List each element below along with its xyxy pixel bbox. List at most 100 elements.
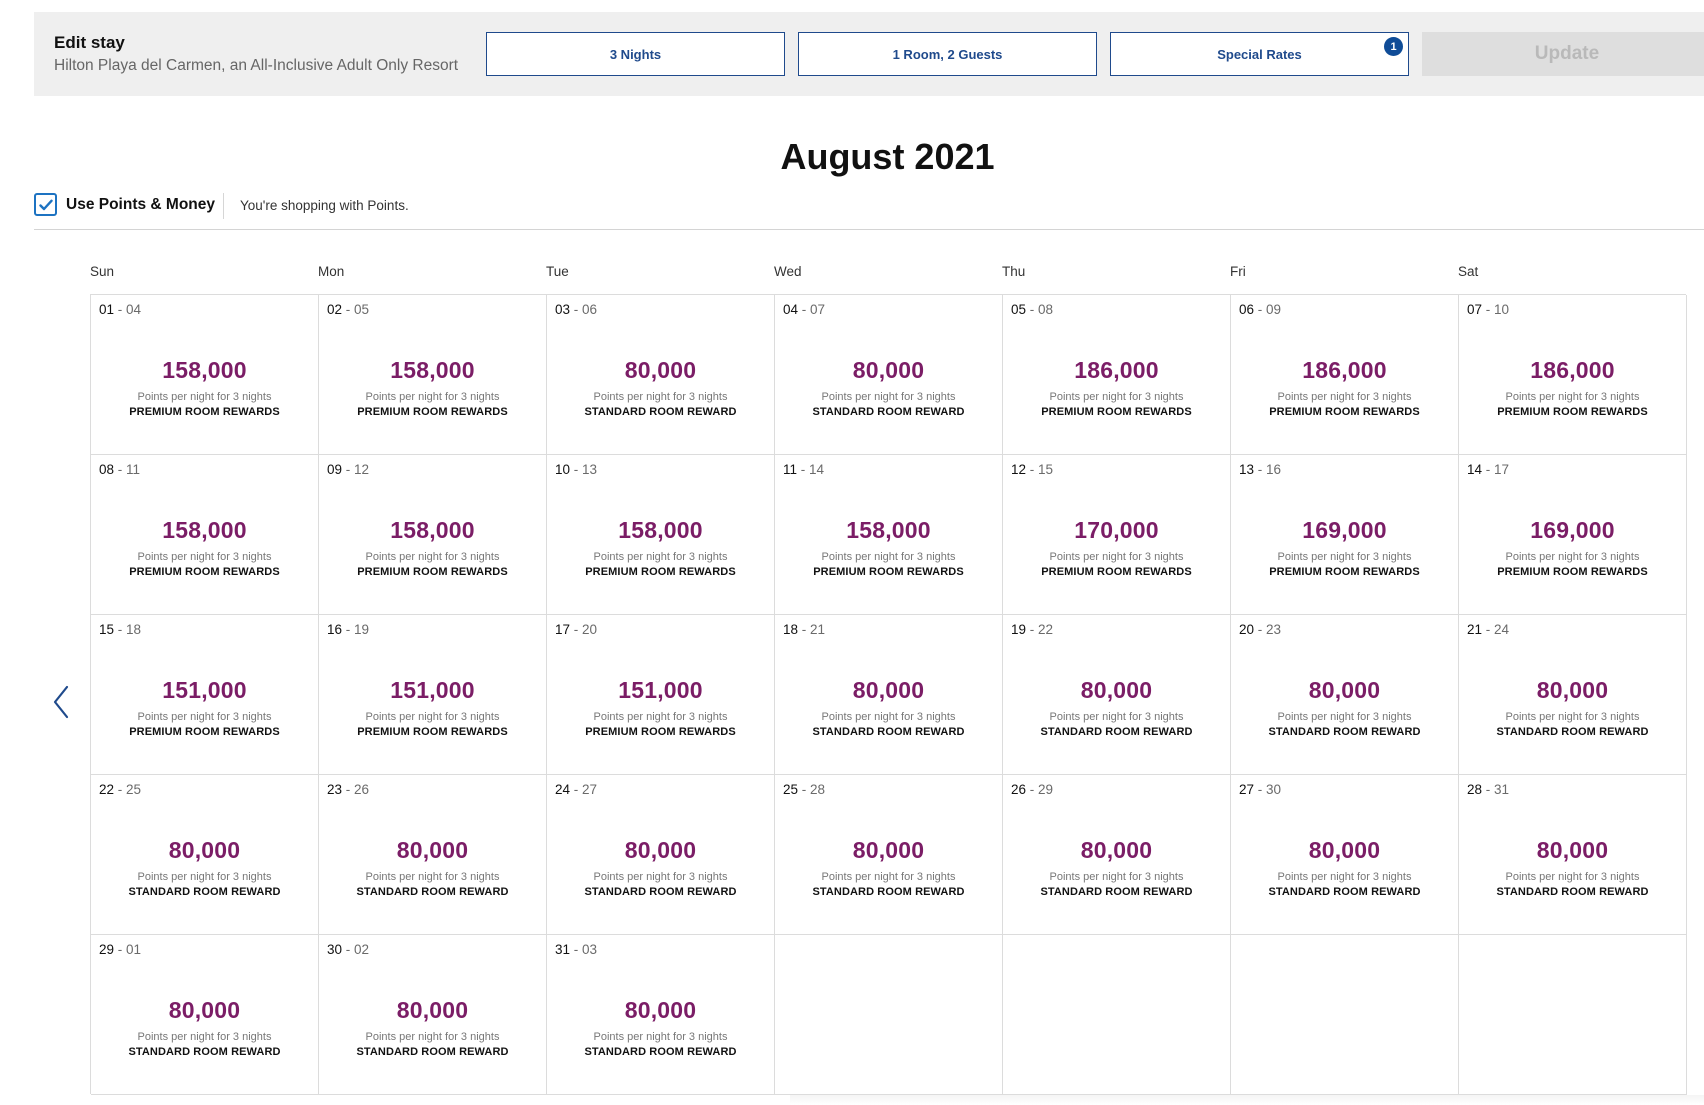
reward-type: STANDARD ROOM REWARD xyxy=(1496,726,1649,738)
check-in-day: 21 xyxy=(1467,622,1483,637)
calendar-day-cell[interactable]: 20 - 23 80,000 Points per night for 3 nigh… xyxy=(1231,615,1459,775)
reward-type: PREMIUM ROOM REWARDS xyxy=(357,726,508,738)
date-separator: - xyxy=(1026,782,1039,797)
date-separator: - xyxy=(798,302,811,317)
calendar-day-cell[interactable]: 31 - 03 80,000 Points per night for 3 nigh… xyxy=(547,935,775,1095)
nights-button[interactable]: 3 Nights xyxy=(486,32,785,76)
calendar-day-cell[interactable]: 09 - 12 158,000 Points per night for 3 nig… xyxy=(319,455,547,615)
date-separator: - xyxy=(114,622,127,637)
date-range: 20 - 23 xyxy=(1239,622,1281,637)
calendar-day-cell[interactable]: 16 - 19 151,000 Points per night for 3 nig… xyxy=(319,615,547,775)
calendar-day-cell[interactable]: 29 - 01 80,000 Points per night for 3 nigh… xyxy=(91,935,319,1095)
check-out-day: 29 xyxy=(1038,782,1054,797)
check-out-day: 20 xyxy=(582,622,598,637)
calendar-day-cell[interactable]: 07 - 10 186,000 Points per night for 3 nig… xyxy=(1459,295,1687,455)
date-range: 30 - 02 xyxy=(327,942,369,957)
calendar-day-cell[interactable]: 11 - 14 158,000 Points per night for 3 nig… xyxy=(775,455,1003,615)
calendar-day-cell[interactable]: 12 - 15 170,000 Points per night for 3 nig… xyxy=(1003,455,1231,615)
check-in-day: 17 xyxy=(555,622,571,637)
calendar-day-cell[interactable]: 25 - 28 80,000 Points per night for 3 nigh… xyxy=(775,775,1003,935)
date-separator: - xyxy=(798,622,811,637)
date-range: 22 - 25 xyxy=(99,782,141,797)
date-separator: - xyxy=(1482,462,1495,477)
calendar-day-cell[interactable]: 06 - 09 186,000 Points per night for 3 nig… xyxy=(1231,295,1459,455)
hotel-name: Hilton Playa del Carmen, an All-Inclusiv… xyxy=(54,57,459,74)
points-per-night-note: Points per night for 3 nights xyxy=(1049,871,1184,883)
points-price: 158,000 xyxy=(618,517,703,543)
calendar-day-cell[interactable]: 23 - 26 80,000 Points per night for 3 nigh… xyxy=(319,775,547,935)
check-out-day: 26 xyxy=(354,782,370,797)
calendar-day-cell[interactable]: 13 - 16 169,000 Points per night for 3 nig… xyxy=(1231,455,1459,615)
check-out-day: 15 xyxy=(1038,462,1054,477)
date-range: 25 - 28 xyxy=(783,782,825,797)
weekday-mon: Mon xyxy=(318,264,345,279)
date-separator: - xyxy=(570,302,583,317)
calendar-day-cell[interactable]: 19 - 22 80,000 Points per night for 3 nigh… xyxy=(1003,615,1231,775)
calendar-empty-cell xyxy=(1003,935,1231,1095)
calendar-day-cell[interactable]: 28 - 31 80,000 Points per night for 3 nigh… xyxy=(1459,775,1687,935)
check-in-day: 28 xyxy=(1467,782,1483,797)
calendar-day-cell[interactable]: 18 - 21 80,000 Points per night for 3 nigh… xyxy=(775,615,1003,775)
calendar-day-cell[interactable]: 21 - 24 80,000 Points per night for 3 nigh… xyxy=(1459,615,1687,775)
calendar-day-cell[interactable]: 17 - 20 151,000 Points per night for 3 nig… xyxy=(547,615,775,775)
points-price: 186,000 xyxy=(1530,357,1615,383)
weekday-fri: Fri xyxy=(1230,264,1246,279)
check-in-day: 01 xyxy=(99,302,115,317)
points-per-night-note: Points per night for 3 nights xyxy=(1049,391,1184,403)
calendar-day-cell[interactable]: 10 - 13 158,000 Points per night for 3 nig… xyxy=(547,455,775,615)
reward-type: STANDARD ROOM REWARD xyxy=(1040,726,1193,738)
date-separator: - xyxy=(114,782,127,797)
points-per-night-note: Points per night for 3 nights xyxy=(1049,551,1184,563)
reward-type: STANDARD ROOM REWARD xyxy=(812,726,965,738)
update-label: Update xyxy=(1534,43,1600,64)
calendar-day-cell[interactable]: 04 - 07 80,000 Points per night for 3 nigh… xyxy=(775,295,1003,455)
points-per-night-note: Points per night for 3 nights xyxy=(821,551,956,563)
check-out-day: 02 xyxy=(354,942,370,957)
date-separator: - xyxy=(570,942,583,957)
points-per-night-note: Points per night for 3 nights xyxy=(1277,711,1412,723)
calendar-day-cell[interactable]: 15 - 18 151,000 Points per night for 3 nig… xyxy=(91,615,319,775)
date-range: 12 - 15 xyxy=(1011,462,1053,477)
date-range: 27 - 30 xyxy=(1239,782,1281,797)
points-per-night-note: Points per night for 3 nights xyxy=(593,711,728,723)
date-range: 02 - 05 xyxy=(327,302,369,317)
date-range: 11 - 14 xyxy=(783,462,824,477)
use-points-money-label[interactable]: Use Points & Money xyxy=(66,196,215,213)
points-price: 80,000 xyxy=(1080,677,1153,703)
calendar-empty-cell xyxy=(775,935,1003,1095)
reward-type: STANDARD ROOM REWARD xyxy=(128,886,281,898)
calendar-day-cell[interactable]: 27 - 30 80,000 Points per night for 3 nigh… xyxy=(1231,775,1459,935)
shopping-note: You're shopping with Points. xyxy=(240,198,409,213)
check-out-day: 08 xyxy=(1038,302,1054,317)
date-separator: - xyxy=(342,462,355,477)
date-range: 23 - 26 xyxy=(327,782,369,797)
reward-type: PREMIUM ROOM REWARDS xyxy=(1497,566,1648,578)
points-price: 158,000 xyxy=(390,357,475,383)
calendar-day-cell[interactable]: 02 - 05 158,000 Points per night for 3 nig… xyxy=(319,295,547,455)
update-button[interactable]: Update xyxy=(1422,32,1704,76)
special-rates-button[interactable]: Special Rates 1 xyxy=(1110,32,1409,76)
check-out-day: 12 xyxy=(354,462,370,477)
calendar-day-cell[interactable]: 26 - 29 80,000 Points per night for 3 nigh… xyxy=(1003,775,1231,935)
calendar-day-cell[interactable]: 03 - 06 80,000 Points per night for 3 nigh… xyxy=(547,295,775,455)
rooms-guests-button[interactable]: 1 Room, 2 Guests xyxy=(798,32,1097,76)
calendar-day-cell[interactable]: 30 - 02 80,000 Points per night for 3 nigh… xyxy=(319,935,547,1095)
check-out-day: 05 xyxy=(354,302,370,317)
points-price: 158,000 xyxy=(162,357,247,383)
use-points-money-checkbox[interactable] xyxy=(34,193,57,216)
points-price: 80,000 xyxy=(1308,677,1381,703)
check-in-day: 03 xyxy=(555,302,571,317)
reward-type: STANDARD ROOM REWARD xyxy=(584,886,737,898)
previous-month-button[interactable] xyxy=(50,684,72,720)
calendar-day-cell[interactable]: 24 - 27 80,000 Points per night for 3 nigh… xyxy=(547,775,775,935)
calendar-day-cell[interactable]: 08 - 11 158,000 Points per night for 3 nig… xyxy=(91,455,319,615)
check-in-day: 07 xyxy=(1467,302,1483,317)
calendar-day-cell[interactable]: 01 - 04 158,000 Points per night for 3 nig… xyxy=(91,295,319,455)
points-per-night-note: Points per night for 3 nights xyxy=(593,551,728,563)
calendar-day-cell[interactable]: 22 - 25 80,000 Points per night for 3 nigh… xyxy=(91,775,319,935)
calendar-day-cell[interactable]: 05 - 08 186,000 Points per night for 3 nig… xyxy=(1003,295,1231,455)
points-price: 151,000 xyxy=(162,677,247,703)
calendar-day-cell[interactable]: 14 - 17 169,000 Points per night for 3 nig… xyxy=(1459,455,1687,615)
weekday-sat: Sat xyxy=(1458,264,1479,279)
date-range: 06 - 09 xyxy=(1239,302,1281,317)
